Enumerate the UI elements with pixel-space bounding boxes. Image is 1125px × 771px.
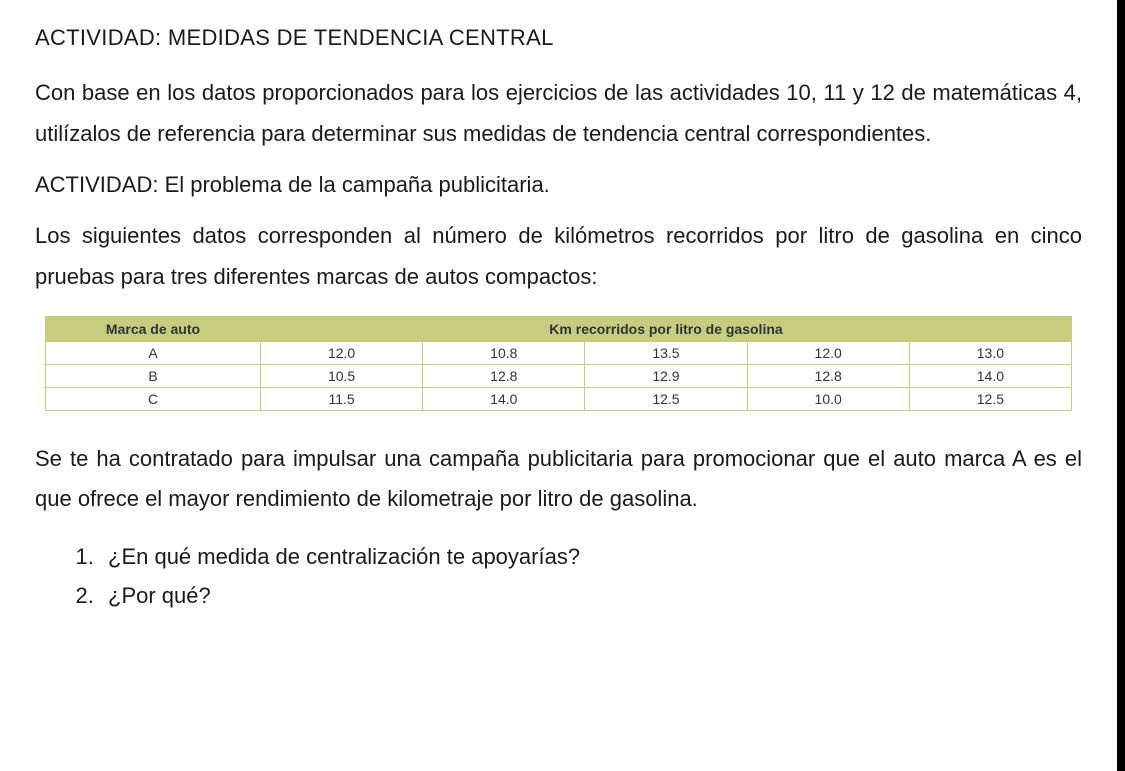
val-cell: 12.8 <box>747 364 909 387</box>
val-cell: 12.9 <box>585 364 747 387</box>
val-cell: 12.0 <box>747 341 909 364</box>
data-table-container: Marca de auto Km recorridos por litro de… <box>35 316 1082 411</box>
table-row: C 11.5 14.0 12.5 10.0 12.5 <box>46 387 1072 410</box>
val-cell: 10.0 <box>747 387 909 410</box>
table-header-row: Marca de auto Km recorridos por litro de… <box>46 316 1072 341</box>
table-row: A 12.0 10.8 13.5 12.0 13.0 <box>46 341 1072 364</box>
val-cell: 10.5 <box>261 364 423 387</box>
brand-cell: C <box>46 387 261 410</box>
val-cell: 14.0 <box>909 364 1071 387</box>
activity-subtitle: ACTIVIDAD: El problema de la campaña pub… <box>35 172 1082 198</box>
val-cell: 13.0 <box>909 341 1071 364</box>
activity-title: ACTIVIDAD: MEDIDAS DE TENDENCIA CENTRAL <box>35 25 1082 51</box>
val-cell: 14.0 <box>423 387 585 410</box>
question-item: ¿Por qué? <box>100 577 1082 616</box>
context-paragraph: Los siguientes datos corresponden al núm… <box>35 216 1082 297</box>
val-cell: 12.5 <box>585 387 747 410</box>
table-row: B 10.5 12.8 12.9 12.8 14.0 <box>46 364 1072 387</box>
val-cell: 12.0 <box>261 341 423 364</box>
question-item: ¿En qué medida de centralización te apoy… <box>100 538 1082 577</box>
val-cell: 12.8 <box>423 364 585 387</box>
brand-cell: A <box>46 341 261 364</box>
val-cell: 10.8 <box>423 341 585 364</box>
val-cell: 12.5 <box>909 387 1071 410</box>
km-table: Marca de auto Km recorridos por litro de… <box>45 316 1072 411</box>
val-cell: 13.5 <box>585 341 747 364</box>
brand-cell: B <box>46 364 261 387</box>
col-header-brand: Marca de auto <box>46 316 261 341</box>
intro-paragraph: Con base en los datos proporcionados par… <box>35 73 1082 154</box>
closing-paragraph: Se te ha contratado para impulsar una ca… <box>35 439 1082 520</box>
question-list: ¿En qué medida de centralización te apoy… <box>35 538 1082 615</box>
col-header-km: Km recorridos por litro de gasolina <box>261 316 1072 341</box>
val-cell: 11.5 <box>261 387 423 410</box>
